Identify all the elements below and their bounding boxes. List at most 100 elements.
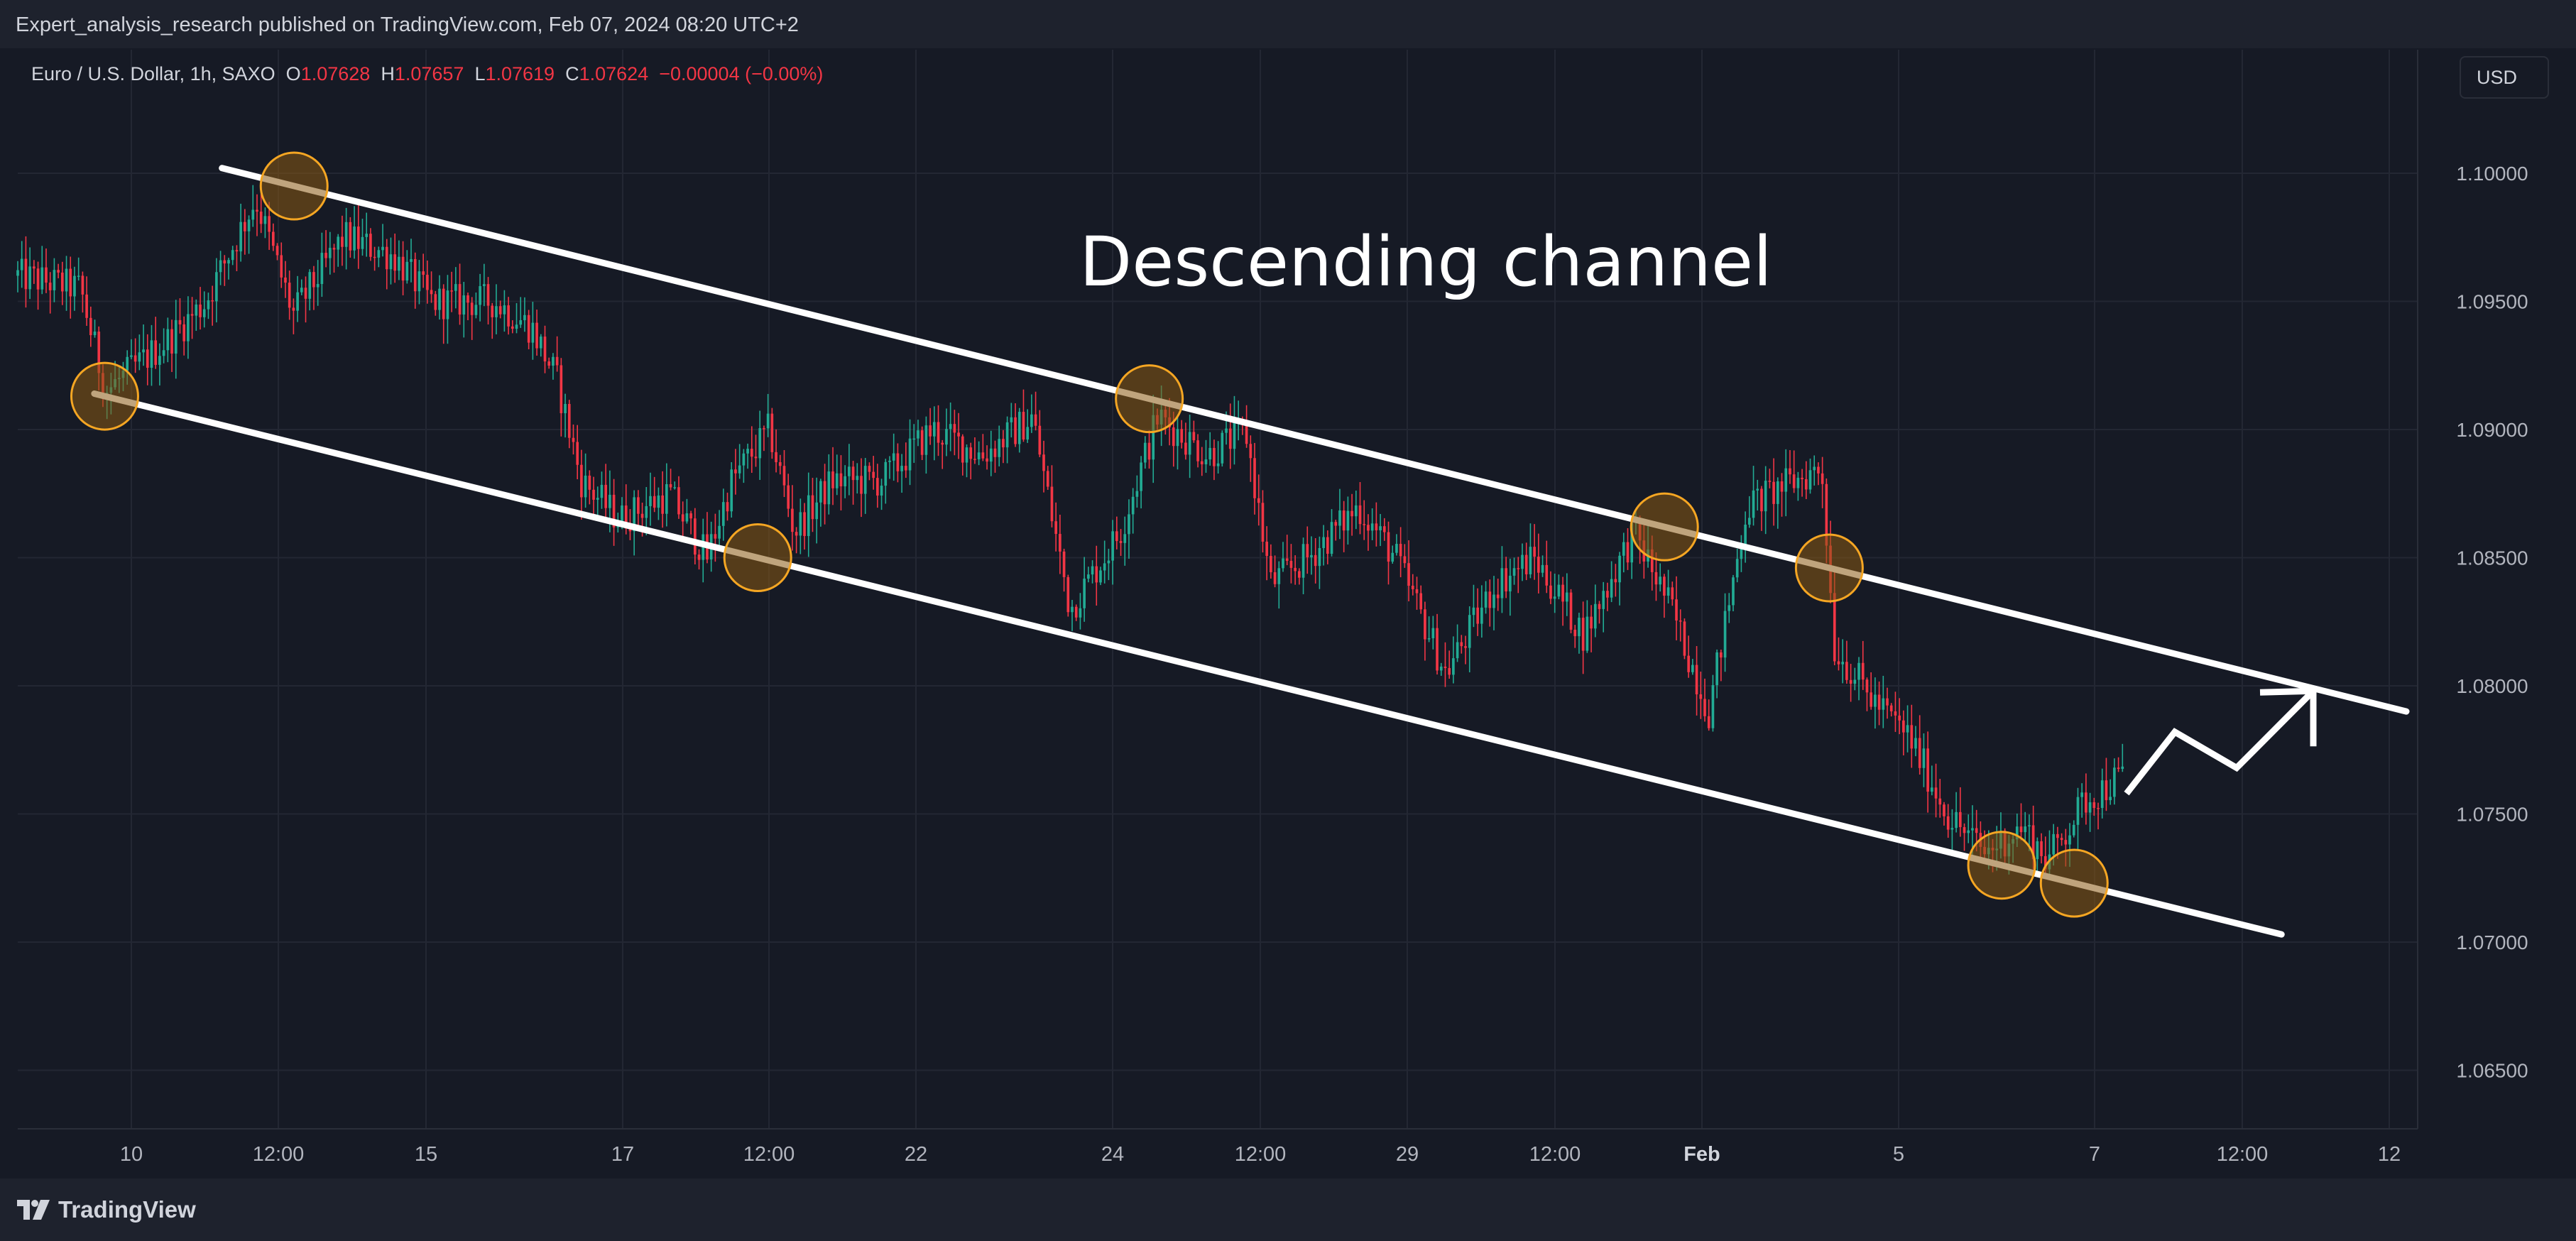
candle-body xyxy=(1524,554,1528,574)
candle-body xyxy=(758,428,762,459)
candle-body xyxy=(454,284,457,291)
y-tick-label: 1.10000 xyxy=(2456,163,2528,185)
candle-body xyxy=(941,442,944,445)
descending-channel xyxy=(91,165,2410,938)
candle-body xyxy=(1342,510,1346,531)
candle-body xyxy=(195,304,198,316)
candle-body xyxy=(1926,748,1929,792)
candle-body xyxy=(20,258,23,270)
candle-body xyxy=(515,324,518,329)
candle-body xyxy=(1415,589,1419,594)
low-label: L xyxy=(474,63,486,84)
candle-body xyxy=(1691,665,1694,672)
candle-body xyxy=(1914,738,1917,749)
candle-body xyxy=(150,340,153,368)
candle-body xyxy=(1492,594,1495,608)
candle-body xyxy=(1703,699,1706,716)
candle-body xyxy=(1200,461,1204,464)
candle-body xyxy=(1610,579,1613,598)
candle-body xyxy=(1505,568,1507,592)
candle-body xyxy=(677,487,680,515)
candle-body xyxy=(57,270,60,273)
x-tick-label: 29 xyxy=(1396,1143,1419,1166)
candle-body xyxy=(239,222,242,252)
candle-body xyxy=(316,284,320,288)
candle-body xyxy=(835,473,839,488)
candle-body xyxy=(746,449,749,454)
candle-body xyxy=(567,403,571,438)
candle-body xyxy=(1261,503,1265,542)
candle-body xyxy=(1257,498,1260,503)
candle-body xyxy=(479,286,481,305)
candle-body xyxy=(1825,483,1828,546)
candle-body xyxy=(53,270,56,290)
candle-body xyxy=(1813,466,1816,471)
candle-body xyxy=(1330,522,1333,554)
candle-body xyxy=(365,234,369,237)
candle-body xyxy=(24,258,28,290)
candle-body xyxy=(1022,412,1025,440)
time-axis: 10 12:00 15 17 12:00 22 24 12:00 29 12:00 Feb 5 7 12:… xyxy=(120,1143,2401,1166)
candle-body xyxy=(16,270,19,276)
candle-body xyxy=(1176,429,1179,447)
candle-body xyxy=(1578,618,1581,637)
candle-body xyxy=(1095,566,1098,583)
candle-body xyxy=(1804,479,1808,490)
candle-body xyxy=(1963,827,1966,833)
symbol-label[interactable]: Euro / U.S. Dollar, 1h, SAXO xyxy=(31,63,275,84)
candle-body xyxy=(543,337,547,362)
candle-body xyxy=(628,528,632,532)
candle-body xyxy=(791,508,794,532)
candle-body xyxy=(2085,792,2087,813)
candle-body xyxy=(1796,477,1800,488)
candle-body xyxy=(223,260,227,264)
candle-body xyxy=(1399,544,1402,557)
candle-body xyxy=(973,459,976,460)
candle-body xyxy=(580,464,583,498)
tradingview-logo[interactable]: TradingView xyxy=(17,1196,196,1223)
candle-body xyxy=(2056,833,2059,838)
touch-point-marker xyxy=(723,523,792,592)
candle-body xyxy=(519,320,523,325)
candle-body xyxy=(2097,808,2100,809)
candle-body xyxy=(1448,667,1451,675)
candle-body xyxy=(1565,592,1568,602)
candle-body xyxy=(69,268,72,297)
projection-zigzag xyxy=(2124,689,2316,796)
candle-body xyxy=(1265,541,1268,557)
candle-body xyxy=(511,326,514,329)
candle-body xyxy=(531,322,535,343)
candle-body xyxy=(924,425,928,455)
candle-body xyxy=(1938,798,1942,805)
candle-body xyxy=(576,442,579,465)
candle-body xyxy=(1143,442,1147,463)
candle-body xyxy=(754,457,758,459)
candle-body xyxy=(1131,496,1135,515)
y-tick-label: 1.07000 xyxy=(2456,931,2528,953)
candle-body xyxy=(462,295,466,315)
currency-button[interactable]: USD xyxy=(2460,56,2549,99)
candle-body xyxy=(1119,541,1123,543)
candle-body xyxy=(1436,628,1439,671)
candle-body xyxy=(1687,655,1690,672)
candle-body xyxy=(1958,811,1962,828)
candle-body xyxy=(1931,787,1933,792)
candle-body xyxy=(1298,571,1301,578)
candle-body xyxy=(162,350,165,356)
candle-body xyxy=(1744,524,1747,547)
candle-body xyxy=(815,502,819,520)
candle-body xyxy=(190,314,194,316)
candle-body xyxy=(1626,542,1630,563)
candle-body xyxy=(1452,658,1455,675)
candle-body xyxy=(458,284,462,315)
candle-body xyxy=(33,266,36,269)
candle-body xyxy=(1091,566,1094,575)
candle-body xyxy=(263,216,267,224)
candle-body xyxy=(207,300,210,310)
candle-body xyxy=(356,226,360,249)
candle-body xyxy=(251,209,255,220)
candle-body xyxy=(588,475,591,490)
x-tick-label: 12:00 xyxy=(1529,1143,1581,1166)
candle-body xyxy=(1573,629,1577,637)
